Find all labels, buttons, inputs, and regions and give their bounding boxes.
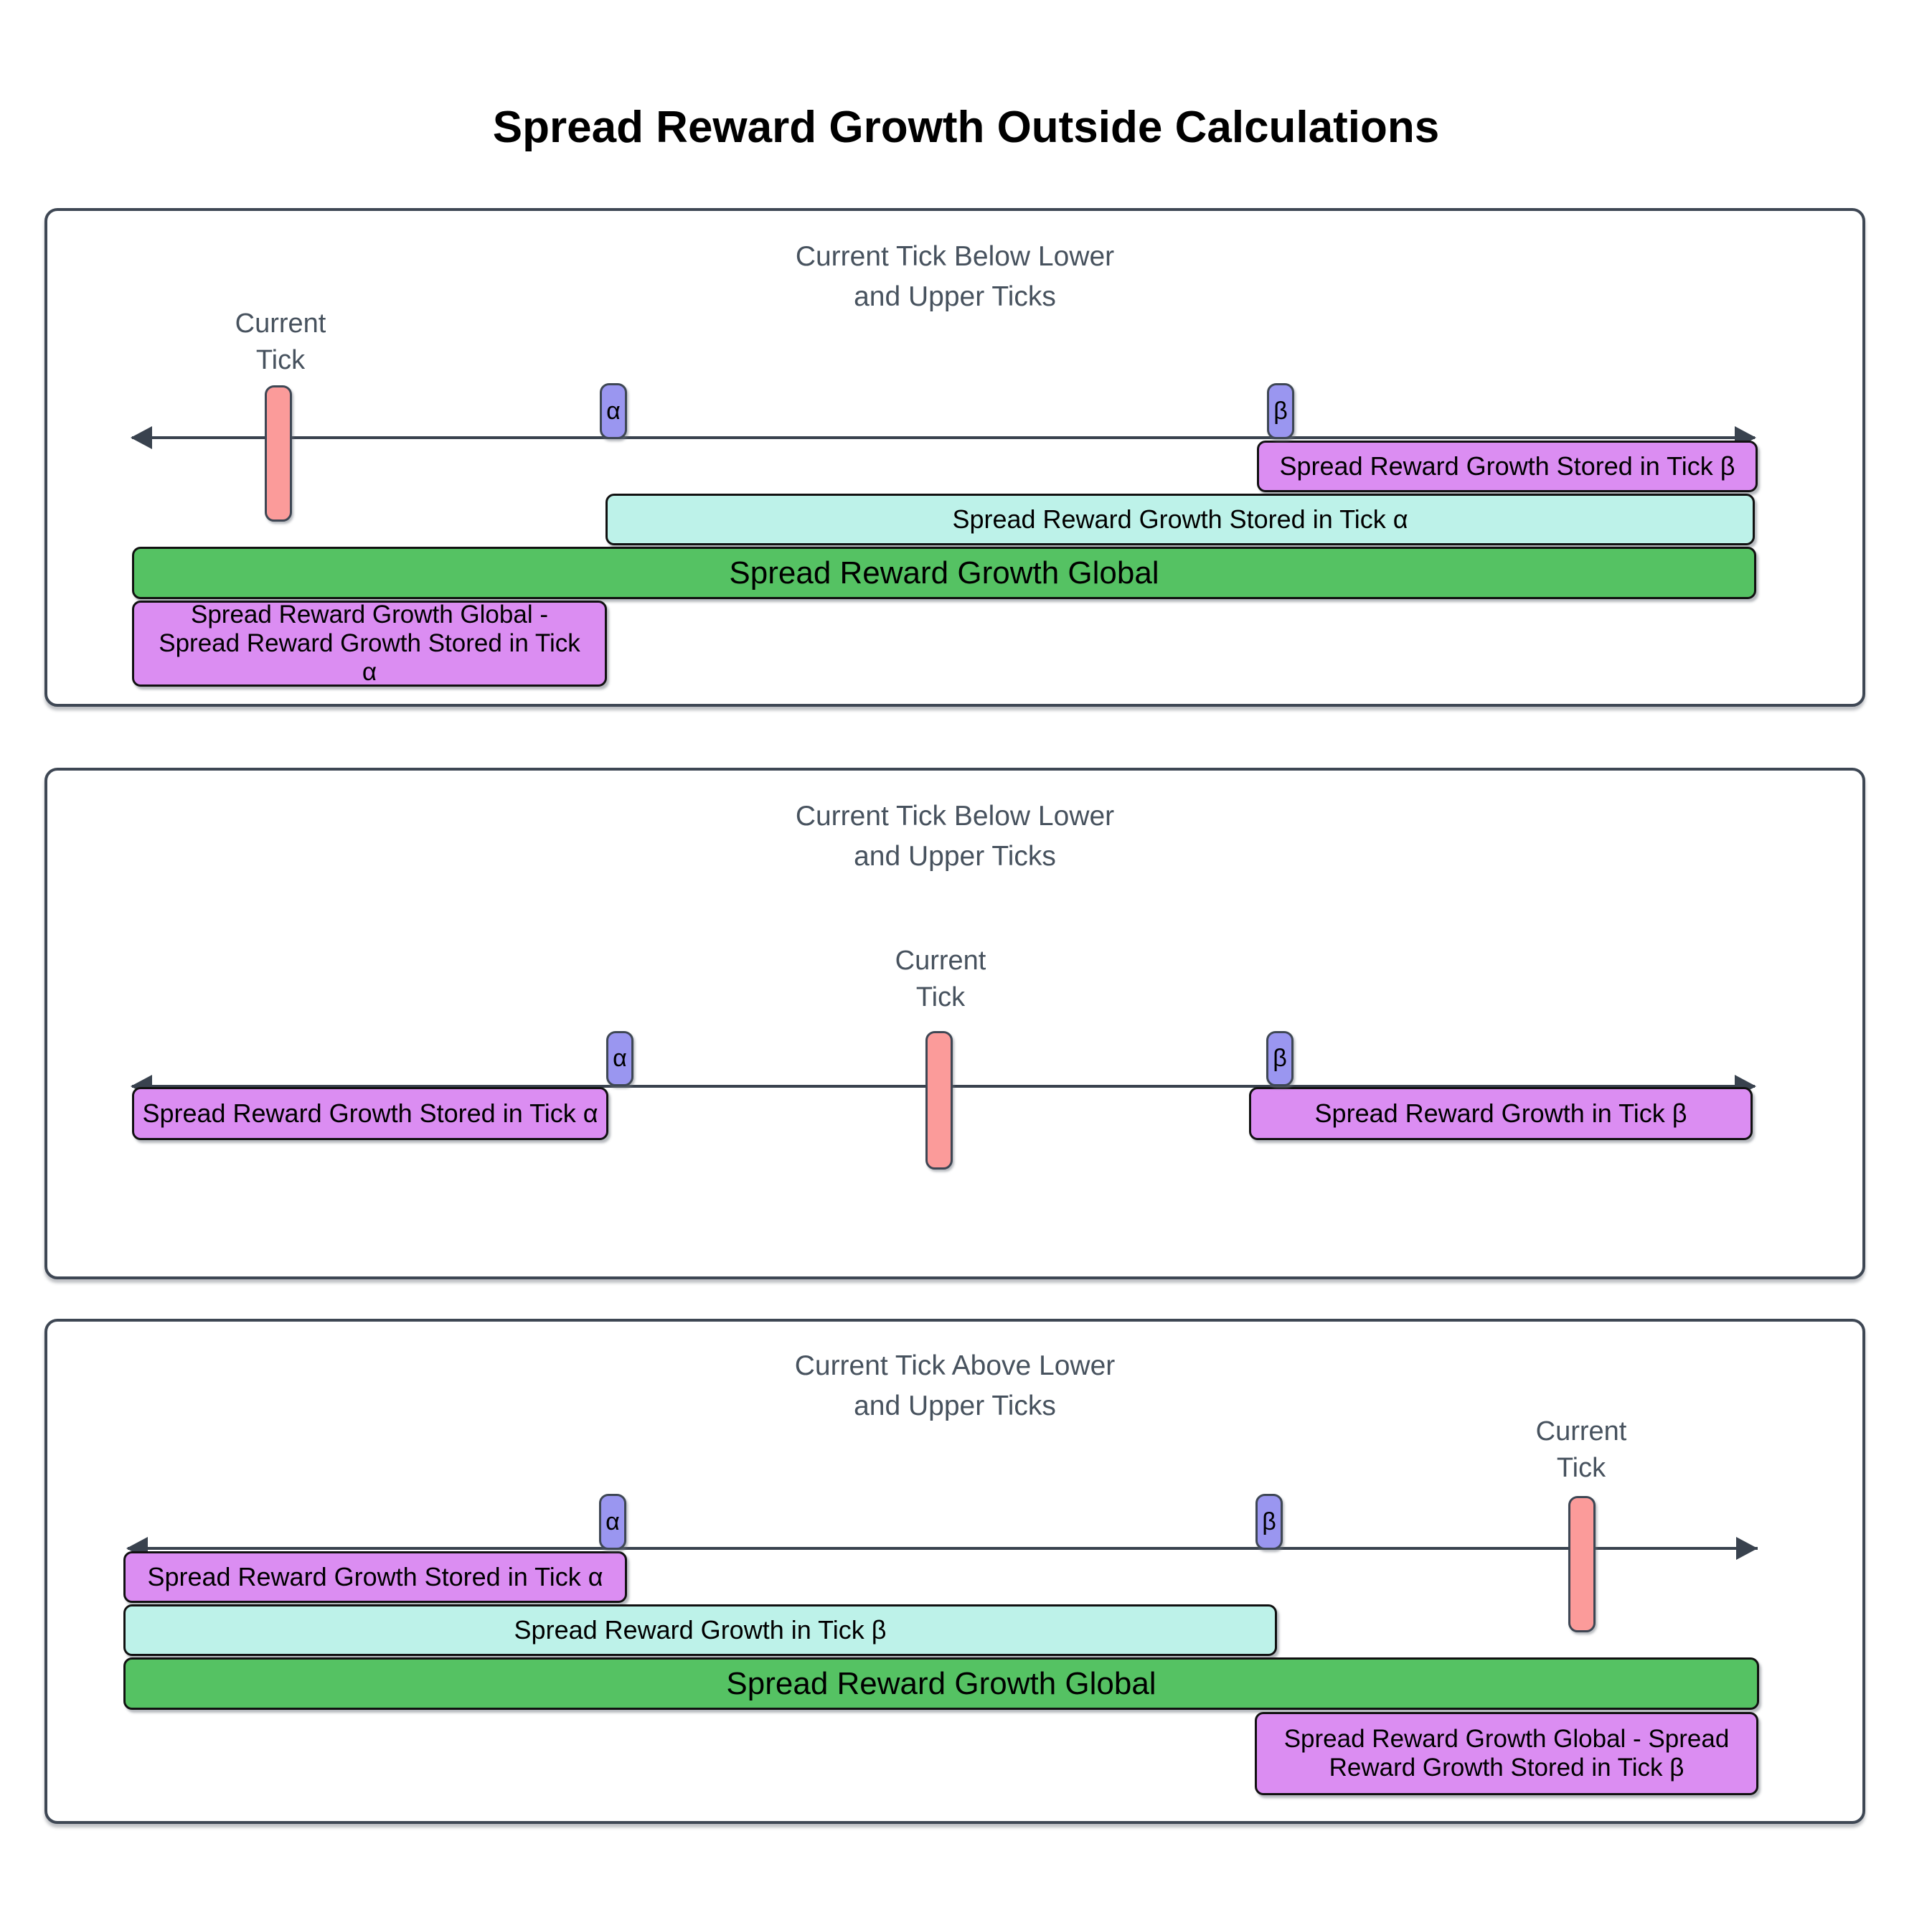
panel-2-beta-tick-marker: β <box>1266 1031 1294 1086</box>
panel-1-bar-growth-global: Spread Reward Growth Global <box>132 547 1756 599</box>
panel-1-current-tick-below: Current Tick Below Lower and Upper Ticks… <box>44 208 1865 707</box>
panel-1-bar-global-minus-alpha: Spread Reward Growth Global - Spread Rew… <box>132 601 607 687</box>
panel-3-axis-arrow-right-icon <box>1736 1537 1758 1560</box>
panel-2-current-tick-between: Current Tick Below Lower and Upper Ticks… <box>44 768 1865 1279</box>
panel-3-bar-global-minus-beta: Spread Reward Growth Global - Spread Rew… <box>1255 1712 1758 1795</box>
panel-2-caption: Current Tick Below Lower and Upper Ticks <box>795 801 1115 872</box>
panel-3-bar-growth-global: Spread Reward Growth Global <box>123 1657 1759 1710</box>
panel-2-current-tick-marker <box>925 1031 953 1170</box>
panel-2-current-tick-label: Current Tick <box>895 946 986 1012</box>
panel-2-alpha-tick-marker: α <box>606 1031 633 1086</box>
panel-2-bar-stored-in-tick-alpha: Spread Reward Growth Stored in Tick α <box>132 1087 608 1140</box>
panel-1-bar-stored-in-tick-beta: Spread Reward Growth Stored in Tick β <box>1257 441 1758 492</box>
panel-3-axis-line <box>128 1547 1758 1550</box>
panel-1-bar-stored-in-tick-alpha: Spread Reward Growth Stored in Tick α <box>605 494 1755 545</box>
panel-3-bar-stored-in-tick-alpha: Spread Reward Growth Stored in Tick α <box>123 1551 627 1603</box>
panel-2-bar-growth-in-tick-beta: Spread Reward Growth in Tick β <box>1249 1087 1753 1140</box>
panel-3-beta-tick-marker: β <box>1255 1494 1283 1550</box>
panel-3-caption: Current Tick Above Lower and Upper Ticks <box>794 1350 1116 1421</box>
panel-1-axis-line <box>132 436 1755 439</box>
panel-3-current-tick-above: Current Tick Above Lower and Upper Ticks… <box>44 1319 1865 1824</box>
panel-3-current-tick-label: Current Tick <box>1535 1416 1627 1483</box>
panel-1-current-tick-label: Current Tick <box>235 309 326 375</box>
panel-3-bar-growth-in-tick-beta: Spread Reward Growth in Tick β <box>123 1604 1277 1656</box>
panel-1-axis-arrow-left-icon <box>131 426 152 449</box>
panel-1-caption: Current Tick Below Lower and Upper Ticks <box>795 241 1115 312</box>
diagram-title: Spread Reward Growth Outside Calculation… <box>492 103 1440 152</box>
panel-3-current-tick-marker <box>1568 1496 1596 1632</box>
panel-1-beta-tick-marker: β <box>1267 383 1294 439</box>
panel-3-alpha-tick-marker: α <box>599 1494 626 1550</box>
panel-1-current-tick-marker <box>265 385 292 522</box>
panel-1-alpha-tick-marker: α <box>600 383 627 439</box>
